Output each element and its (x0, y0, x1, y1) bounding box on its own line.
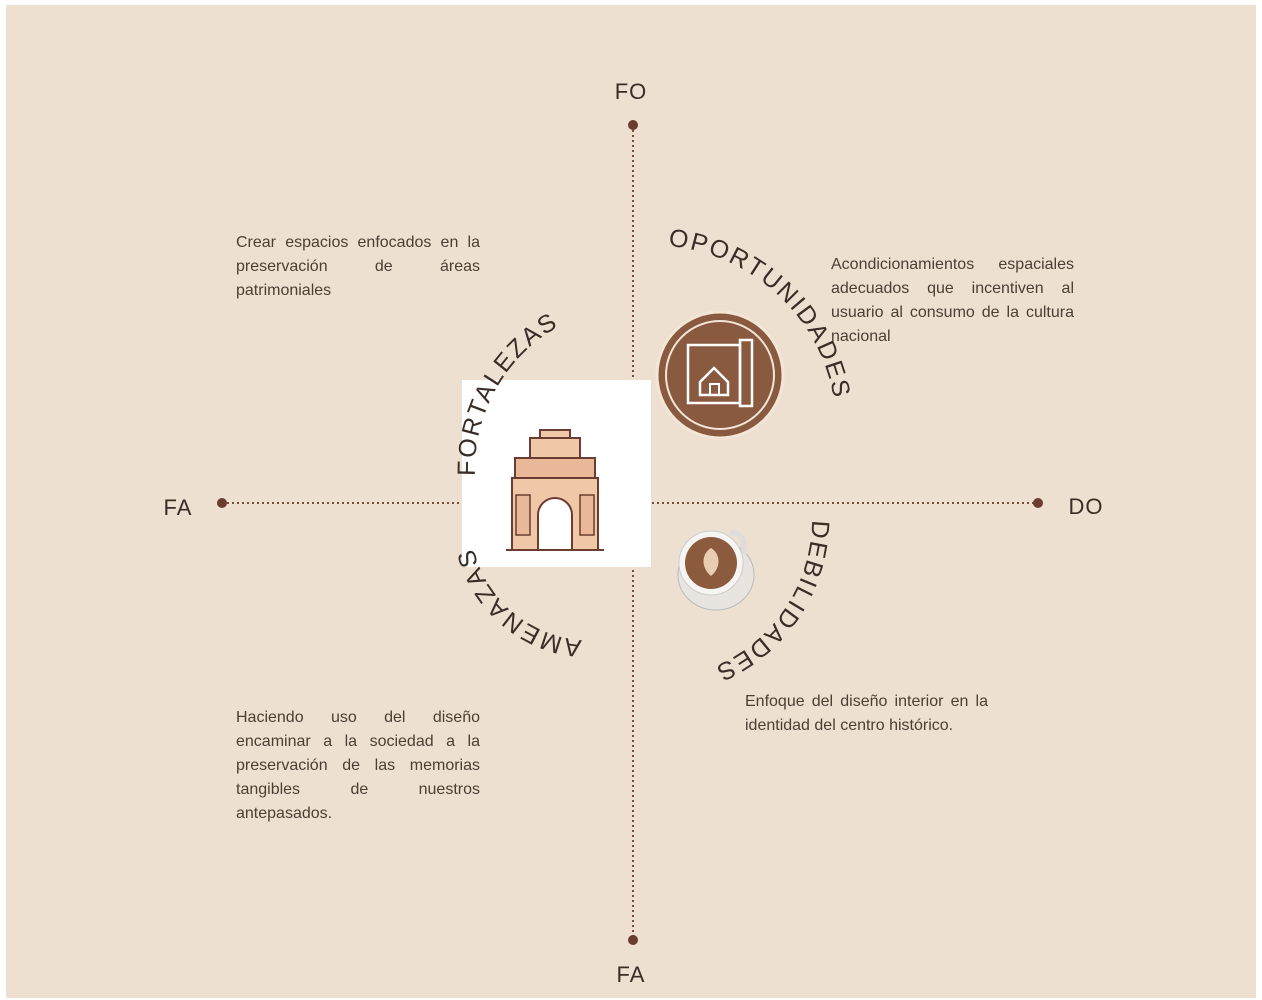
quadrant-text: Haciendo uso del diseño encaminar a la s… (236, 706, 480, 826)
axis-dot (217, 498, 227, 508)
axis-label: FA (617, 962, 646, 987)
axis-label: FA (164, 495, 193, 520)
axis-label: FO (615, 79, 648, 104)
swot-diagram: FO FA FA DO FORTALEZAS OPORTUNIDADES DEB… (0, 0, 1262, 1000)
quadrant-text: Enfoque del diseño interior en la identi… (745, 690, 988, 738)
blueprint-icon (657, 312, 783, 438)
axis-dot (628, 935, 638, 945)
axis-dot (628, 120, 638, 130)
quadrant-text: Acondicionamientos espaciales adecuados … (831, 253, 1074, 349)
axis-dot (1033, 498, 1043, 508)
axis-label: DO (1069, 494, 1104, 519)
quadrant-text: Crear espacios enfocados en la preservac… (236, 231, 480, 303)
coffee-icon (678, 531, 754, 610)
page: FO FA FA DO FORTALEZAS OPORTUNIDADES DEB… (0, 0, 1262, 1000)
